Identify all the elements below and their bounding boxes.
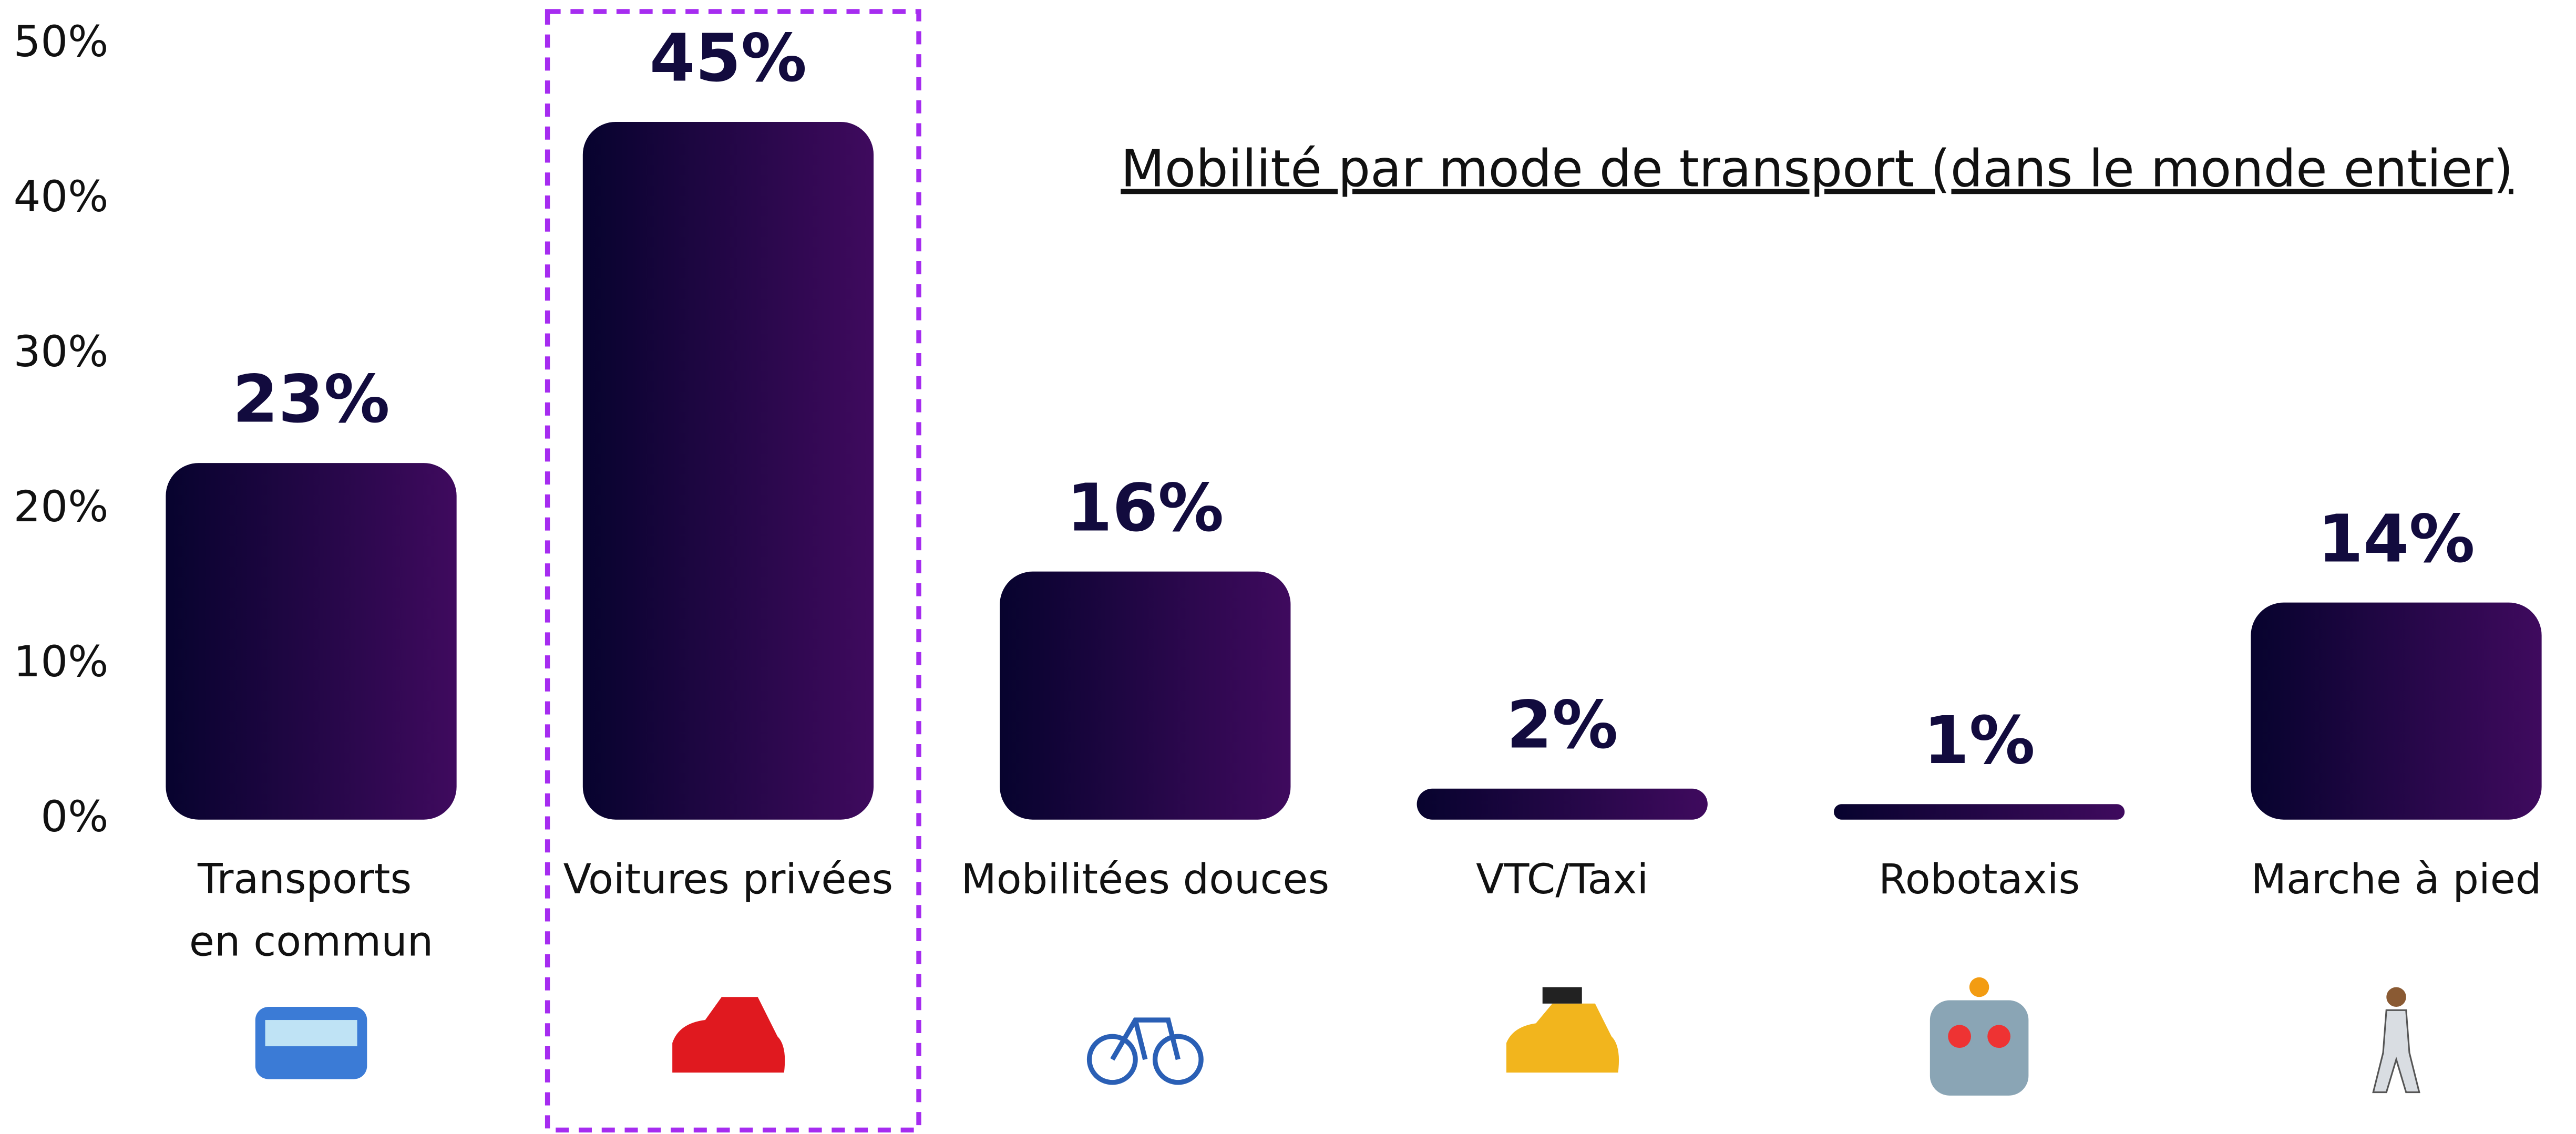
category-icon <box>1930 977 2029 1096</box>
chart-title: Mobilité par mode de transport (dans le … <box>1121 139 2513 199</box>
value-label: 1% <box>1923 703 2035 779</box>
highlight-box <box>545 9 921 1133</box>
x-tick-label: Marche à pied <box>2251 855 2542 903</box>
y-tick-label: 20% <box>14 482 109 532</box>
value-label: 14% <box>2317 501 2475 577</box>
bar <box>582 121 874 820</box>
bar <box>2251 602 2542 820</box>
category-icon <box>255 1007 367 1079</box>
bar <box>166 463 457 820</box>
icon-shape <box>1152 1034 1204 1085</box>
category-icon <box>1506 987 1619 1073</box>
x-tick-label: Voitures privées <box>563 855 894 903</box>
icon-shape <box>1930 1000 2029 1096</box>
y-tick-label: 0% <box>40 792 108 842</box>
value-label: 2% <box>1506 687 1618 763</box>
bar <box>1833 804 2125 820</box>
icon-shape <box>1987 1025 2010 1048</box>
y-tick-label: 30% <box>14 327 109 377</box>
x-tick-label: Robotaxis <box>1879 855 2080 903</box>
icon-shape <box>2386 987 2406 1007</box>
icon-shape <box>265 1020 357 1047</box>
value-label: 23% <box>232 362 389 438</box>
icon-shape <box>1969 977 1989 997</box>
icon-shape <box>1110 1017 1181 1061</box>
value-label: 16% <box>1066 470 1224 546</box>
category-icon <box>672 997 785 1073</box>
y-tick-label: 10% <box>14 637 109 687</box>
icon-shape <box>672 997 785 1073</box>
icon-shape <box>1086 1034 1138 1085</box>
icon-shape <box>1542 987 1582 1004</box>
x-tick-label: Mobilitées douces <box>961 855 1329 903</box>
icon-shape <box>1506 1003 1619 1073</box>
category-icon <box>2372 987 2420 1094</box>
bar <box>1417 788 1708 820</box>
category-icon <box>1086 1017 1204 1085</box>
value-label: 45% <box>650 20 807 97</box>
icon-shape <box>2372 1009 2420 1094</box>
y-tick-label: 40% <box>14 172 109 222</box>
x-tick-label: Transports en commun <box>189 855 433 966</box>
x-tick-label: VTC/Taxi <box>1476 855 1648 903</box>
y-tick-label: 50% <box>14 17 109 67</box>
icon-shape <box>1948 1025 1971 1048</box>
bar <box>1000 571 1291 820</box>
